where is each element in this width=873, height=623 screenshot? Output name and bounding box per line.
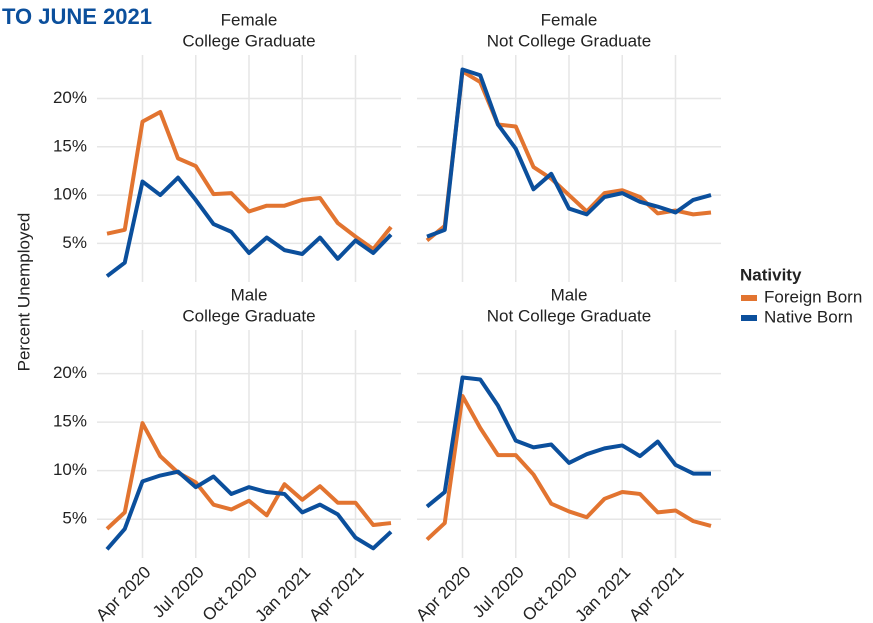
y-tick-label: 10% xyxy=(53,185,87,204)
panel-title: Not College Graduate xyxy=(487,306,651,325)
x-tick-label: Oct 2020 xyxy=(519,563,581,623)
panel-title: Female xyxy=(541,10,598,29)
x-tick-label: Apr 2021 xyxy=(625,563,687,623)
panel-title: College Graduate xyxy=(182,306,315,325)
y-tick-label: 5% xyxy=(62,509,87,528)
panel-title: Female xyxy=(221,10,278,29)
x-tick-label: Apr 2020 xyxy=(412,563,474,623)
x-tick-label: Apr 2020 xyxy=(92,563,154,623)
y-tick-label: 20% xyxy=(53,88,87,107)
panel-title: Not College Graduate xyxy=(487,31,651,50)
series-line xyxy=(425,393,712,542)
y-tick-label: 15% xyxy=(53,412,87,431)
x-tick-label: Jan 2021 xyxy=(251,563,314,623)
series-line xyxy=(105,421,392,531)
y-tick-label: 5% xyxy=(62,233,87,252)
series-line xyxy=(425,69,712,243)
series-line xyxy=(425,375,711,509)
legend-label: Foreign Born xyxy=(764,287,862,306)
y-tick-label: 10% xyxy=(53,460,87,479)
legend-swatch xyxy=(741,315,757,321)
x-tick-label: Apr 2021 xyxy=(305,563,367,623)
panel-title: Male xyxy=(551,285,588,304)
y-tick-label: 15% xyxy=(53,136,87,155)
series-line xyxy=(105,469,393,551)
page-title: TO JUNE 2021 xyxy=(2,4,152,29)
legend-title: Nativity xyxy=(740,265,802,284)
x-tick-label: Oct 2020 xyxy=(199,563,261,623)
series-line xyxy=(106,109,393,252)
panel-title: Male xyxy=(231,285,268,304)
y-axis-label: Percent Unemployed xyxy=(14,213,33,372)
legend-label: Native Born xyxy=(764,307,853,326)
legend-swatch xyxy=(741,295,757,301)
series-line xyxy=(426,67,712,239)
panel-title: College Graduate xyxy=(182,31,315,50)
x-tick-label: Jan 2021 xyxy=(571,563,634,623)
y-tick-label: 20% xyxy=(53,363,87,382)
series-line xyxy=(105,175,393,278)
